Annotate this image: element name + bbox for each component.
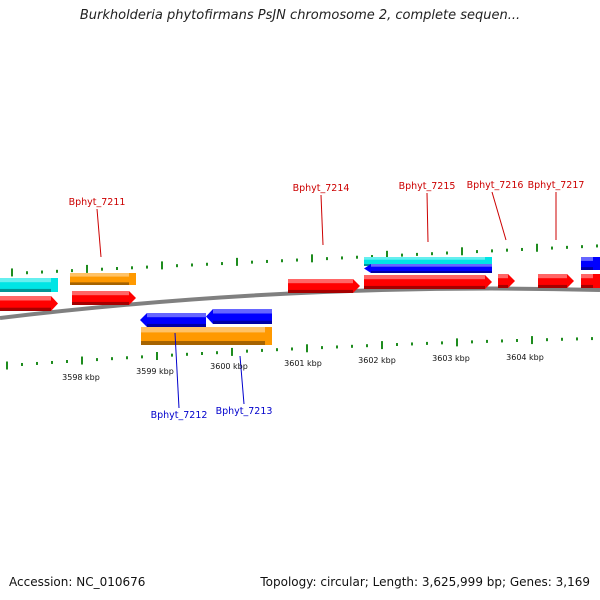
gene-reverse-7212-highlight [147, 313, 206, 318]
gene-labels: Bphyt_7211 Bphyt_7212 Bphyt_7213 Bphyt_7214… [69, 180, 585, 421]
gene-forward-7215-highlight [364, 275, 485, 280]
kbp-label: 3601 kbp [284, 359, 322, 368]
gene-forward-rightedge-shadow [581, 284, 593, 288]
kbp-label: 3598 kbp [62, 373, 100, 382]
leader-line [96, 208, 102, 258]
feature-orange-reverse-shadow [141, 341, 265, 345]
gene-reverse-7212-shadow [147, 323, 206, 327]
kbp-label: 3600 kbp [210, 362, 248, 371]
feature-cyan-left-highlight [0, 278, 51, 283]
gene-forward-7215-shadow [364, 285, 485, 289]
gene-label: Bphyt_7216 [467, 180, 524, 191]
gene-forward-7217-highlight [538, 274, 567, 279]
leader-line [491, 191, 507, 241]
gene-forward-leftedge [0, 296, 58, 311]
map-title: Burkholderia phytofirmans PsJN chromosom… [79, 8, 521, 23]
gene-forward-7211-highlight [72, 291, 129, 296]
feature-orange-forward-highlight [70, 273, 129, 277]
gene-reverse-rightedge-shadow [581, 267, 593, 270]
outer-tick-ring [11, 243, 598, 277]
feature-orange-forward-shadow [70, 282, 129, 285]
gene-forward-7216-highlight [498, 274, 508, 279]
kbp-label: 3602 kbp [358, 356, 396, 365]
gene-forward-7217-shadow [538, 284, 567, 288]
accession-text: Accession: NC_010676 [9, 575, 146, 589]
gene-label: Bphyt_7217 [528, 180, 585, 191]
gene-forward-7215 [364, 275, 492, 289]
gene-forward-rightedge [581, 274, 600, 288]
gene-forward-7214-highlight [288, 279, 353, 284]
leader-line [426, 192, 429, 243]
gene-reverse-7213-shadow [213, 320, 272, 324]
gene-reverse-under-7215-highlight [371, 264, 492, 267]
genome-stats-text: Topology: circular; Length: 3,625,999 bp… [260, 575, 590, 589]
leader-line [320, 194, 324, 246]
inner-tick-ring [6, 336, 593, 370]
feature-orange-reverse-highlight [141, 327, 265, 333]
gene-forward-leftedge-shadow [0, 307, 51, 311]
gene-label: Bphyt_7213 [216, 406, 273, 417]
gene-label: Bphyt_7212 [151, 410, 208, 421]
gene-reverse-7213-highlight [213, 309, 272, 314]
feature-cyan-left [0, 278, 58, 292]
gene-label: Bphyt_7214 [293, 183, 350, 194]
kbp-labels: 3598 kbp 3599 kbp 3600 kbp 3601 kbp 3602 kbp… [62, 353, 544, 382]
gene-forward-7216 [498, 274, 515, 288]
gene-forward-leftedge-highlight [0, 296, 51, 301]
feature-track [0, 257, 600, 345]
gene-forward-7211 [72, 291, 136, 305]
feature-orange-reverse [141, 327, 272, 345]
gene-reverse-rightedge-highlight [581, 257, 593, 261]
gene-label: Bphyt_7215 [399, 181, 456, 192]
feature-orange-forward [70, 273, 136, 285]
gene-forward-7214-shadow [288, 289, 353, 293]
gene-reverse-7213 [206, 309, 272, 324]
gene-reverse-under-7215 [364, 264, 492, 273]
feature-cyan-7215-highlight [364, 257, 485, 260]
leader-line [174, 332, 180, 409]
gene-forward-rightedge-highlight [581, 274, 593, 279]
gene-reverse-under-7215-shadow [371, 271, 492, 273]
chromosome-backbone [0, 286, 600, 320]
kbp-label: 3604 kbp [506, 353, 544, 362]
leader-line [239, 355, 245, 405]
gene-forward-7217 [538, 274, 574, 288]
gene-reverse-7212 [140, 313, 206, 327]
kbp-label: 3599 kbp [136, 367, 174, 376]
label-leader-lines [96, 191, 557, 409]
gene-label: Bphyt_7211 [69, 197, 126, 208]
gene-forward-7211-shadow [72, 301, 129, 305]
kbp-label: 3603 kbp [432, 354, 470, 363]
gene-reverse-rightedge [581, 257, 600, 270]
gene-forward-7216-shadow [498, 284, 508, 288]
feature-cyan-left-shadow [0, 288, 51, 292]
gene-forward-7214 [288, 279, 360, 293]
